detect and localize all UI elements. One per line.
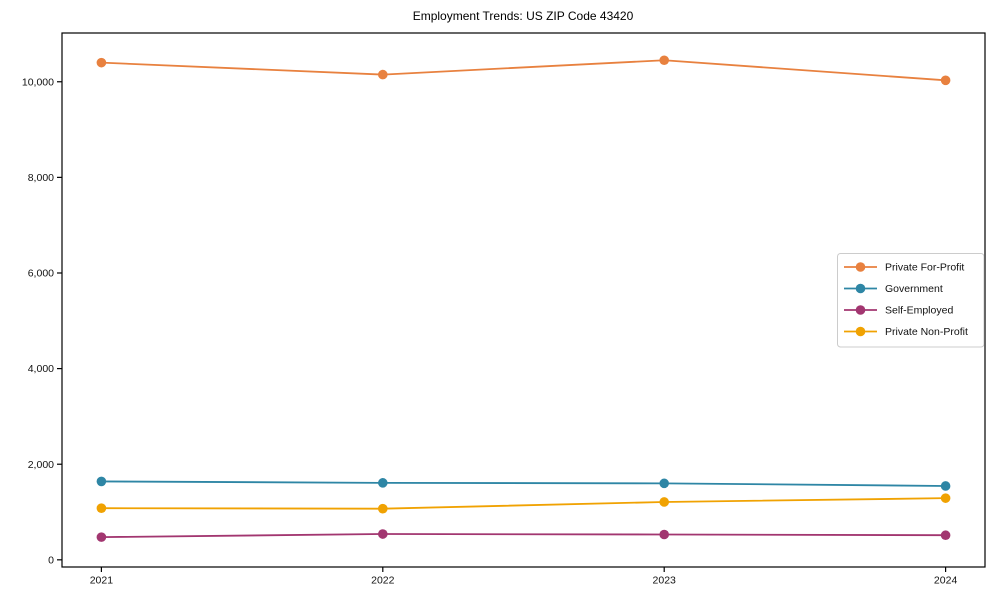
series-line-private-non-profit: [101, 497, 946, 510]
marker-private-for-profit-2024: [940, 75, 951, 86]
legend-marker-icon: [855, 326, 866, 337]
marker-private-non-profit-2023: [659, 497, 670, 507]
marker-private-for-profit-2021: [96, 57, 107, 68]
y-tick-label: 4,000: [28, 363, 54, 375]
y-tick-label: 10,000: [22, 76, 54, 88]
marker-self-employed-2023: [659, 529, 670, 540]
marker-government-2023: [659, 478, 670, 489]
legend-box: [837, 253, 985, 348]
legend-item-self-employed: Self-Employed: [844, 305, 953, 317]
marker-private-for-profit-2022: [377, 69, 388, 80]
legend-marker-icon: [855, 283, 866, 294]
y-tick-label: 0: [48, 554, 54, 566]
legend-item-private-non-profit: Private Non-Profit: [844, 326, 968, 338]
series-line-self-employed: [101, 533, 946, 539]
legend-label: Government: [885, 283, 943, 295]
legend: Private For-Profit Government Self-Employe…: [837, 253, 985, 348]
marker-private-non-profit-2024: [940, 493, 951, 503]
legend-item-private-for-profit: Private For-Profit: [844, 262, 964, 274]
marker-government-2024: [940, 481, 951, 491]
plot-area-border: [61, 32, 986, 568]
legend-marker-icon: [855, 262, 866, 272]
marker-self-employed-2024: [940, 530, 951, 541]
x-tick-label: 2022: [371, 575, 395, 587]
legend-item-government: Government: [844, 283, 943, 295]
legend-label: Private Non-Profit: [885, 326, 968, 338]
marker-private-for-profit-2023: [659, 55, 670, 66]
y-tick-label: 6,000: [28, 268, 54, 280]
legend-marker-icon: [855, 305, 866, 315]
chart-title: Employment Trends: US ZIP Code 43420: [413, 9, 634, 23]
marker-self-employed-2022: [377, 529, 388, 539]
marker-government-2021: [96, 476, 107, 487]
legend-label: Private For-Profit: [885, 262, 964, 274]
marker-self-employed-2021: [96, 532, 107, 542]
y-tick-label: 8,000: [28, 172, 54, 184]
marker-private-non-profit-2022: [377, 503, 388, 514]
y-tick-label: 2,000: [28, 459, 54, 471]
x-tick-label: 2021: [90, 575, 114, 587]
marker-government-2022: [377, 478, 388, 488]
legend-label: Self-Employed: [885, 305, 953, 317]
series-line-government: [101, 480, 946, 487]
marker-private-non-profit-2021: [96, 503, 107, 513]
x-tick-label: 2024: [934, 575, 958, 587]
series-line-private-for-profit: [101, 59, 946, 82]
x-tick-label: 2023: [653, 575, 677, 587]
